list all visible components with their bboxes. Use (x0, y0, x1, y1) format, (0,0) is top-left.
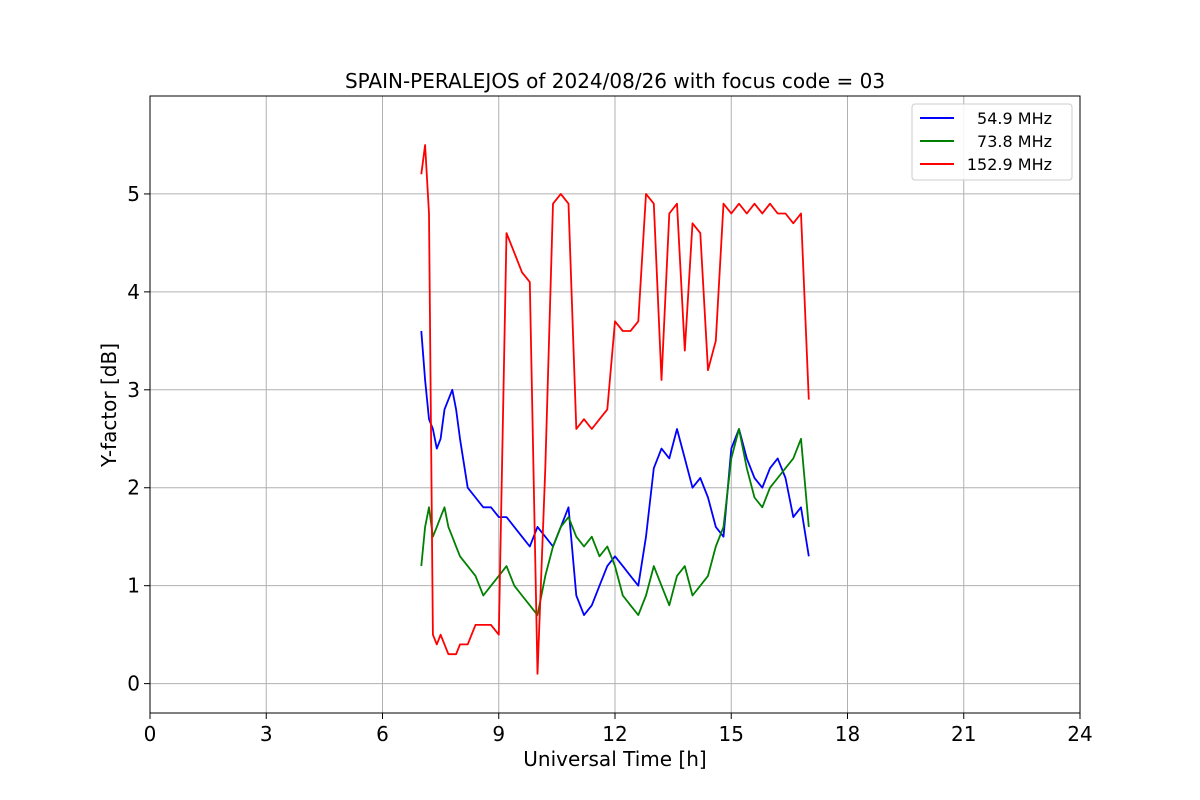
x-axis-label: Universal Time [h] (523, 747, 706, 771)
legend: 54.9 MHz 73.8 MHz 152.9 MHz (911, 103, 1073, 181)
y-tick-label: 5 (127, 182, 140, 206)
x-tick-label: 9 (492, 722, 505, 746)
x-tick-label: 21 (951, 722, 976, 746)
x-tick-label: 6 (376, 722, 389, 746)
y-axis-ticks: 0 1 2 3 4 5 (127, 182, 150, 696)
chart-title: SPAIN-PERALEJOS of 2024/08/26 with focus… (345, 69, 885, 93)
x-tick-label: 12 (602, 722, 627, 746)
y-tick-label: 1 (127, 574, 140, 598)
series-line-2 (420, 428, 810, 616)
plot-frame (149, 95, 1081, 714)
x-tick-label: 18 (835, 722, 860, 746)
y-axis-label: Y-factor [dB] (97, 343, 121, 468)
x-tick-label: 0 (144, 722, 157, 746)
series-line-3 (420, 144, 810, 675)
y-tick-label: 2 (127, 476, 140, 500)
legend-box (911, 103, 1073, 181)
legend-label: 152.9 MHz (967, 155, 1052, 174)
legend-label: 73.8 MHz (977, 132, 1052, 151)
plot-area-series (420, 144, 810, 675)
y-tick-label: 3 (127, 378, 140, 402)
x-tick-label: 15 (719, 722, 744, 746)
x-tick-label: 24 (1067, 722, 1092, 746)
legend-label: 54.9 MHz (977, 109, 1052, 128)
y-tick-label: 4 (127, 280, 140, 304)
y-tick-label: 0 (127, 672, 140, 696)
x-axis-ticks: 0 3 6 9 12 15 18 21 24 (144, 713, 1093, 746)
x-tick-label: 3 (260, 722, 273, 746)
